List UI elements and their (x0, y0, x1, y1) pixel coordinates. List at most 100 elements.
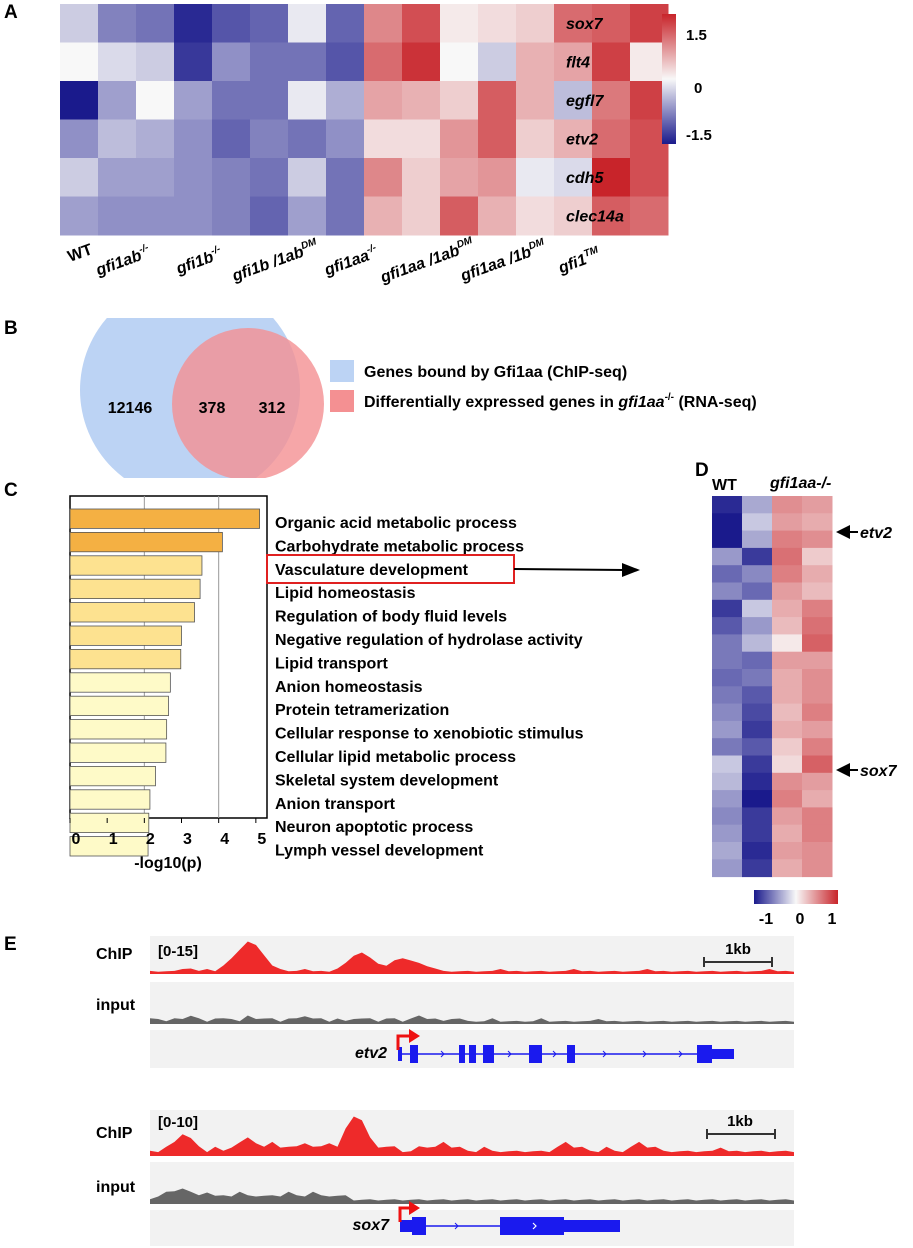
heatmap-a-cell (250, 81, 289, 120)
heatmap-a-cell (554, 42, 593, 82)
panel-a-label: A (4, 2, 18, 23)
heatmap-d-cell (772, 738, 803, 756)
heatmap-d-cell (772, 634, 803, 653)
heatmap-a-cell (212, 81, 251, 120)
bar (69, 789, 151, 810)
heatmap-a-cell (592, 119, 631, 159)
heatmap-d-cell (802, 599, 833, 618)
heatmap-d-cell (712, 686, 743, 705)
heatmap-a-cell (288, 81, 327, 120)
heatmap-d-cell (772, 859, 803, 878)
heatmap-d-cell (802, 859, 833, 878)
heatmap-a-cell (364, 119, 403, 159)
heatmap-a-cell (288, 158, 327, 197)
etv2-tss-arrow (396, 1029, 420, 1050)
heatmap-a-cell (250, 196, 289, 236)
heatmap-d-cell (712, 755, 743, 774)
col-wt-label: WT (712, 477, 737, 494)
sox7-arrow-label: sox7 (860, 763, 898, 780)
x-tick-label: 2 (146, 831, 155, 848)
heatmap-d-cell (772, 790, 803, 808)
heatmap-d-cell (802, 582, 833, 601)
heatmap-a-cell (440, 4, 479, 43)
etv2-arrow-label: etv2 (860, 525, 892, 542)
heatmap-a-cell (98, 4, 137, 43)
heatmap-a-cell (516, 81, 555, 120)
group-label: gfi1ab-/- (92, 242, 153, 280)
heatmap-d-cell (712, 651, 743, 670)
heatmap-a-cell (212, 158, 251, 197)
category-label: Anion transport (275, 796, 396, 813)
heatmap-d-cell (802, 738, 833, 756)
heatmap-d-cell (712, 772, 743, 791)
category-label: Cellular response to xenobiotic stimulus (275, 726, 584, 743)
sox7-scale-label: 1kb (727, 1113, 753, 1130)
heatmap-a-cell (592, 42, 631, 82)
sox7-tss-arrow (398, 1201, 420, 1222)
etv2-input-track-bg (150, 982, 794, 1024)
heatmap-a-cell (136, 4, 175, 43)
heatmap-a-cell (554, 119, 593, 159)
colorbar-a-tick-mid: 0 (694, 80, 702, 97)
heatmap-a-cell (98, 119, 137, 159)
x-tick-label: 3 (183, 831, 192, 848)
heatmap-a-cell (478, 196, 517, 236)
gene-label-cdh5: cdh5 (566, 170, 604, 187)
category-label: Carbohydrate metabolic process (275, 538, 524, 555)
panel-c-enrichment-chart: 0 1 2 3 4 5 Organic acid metabolic process Car… (69, 495, 640, 872)
heatmap-d-cell (712, 565, 743, 583)
heatmap-a-cell (288, 119, 327, 159)
heatmap-a-cell (212, 119, 251, 159)
bar (69, 625, 182, 646)
sox7-input-label: input (96, 1179, 136, 1196)
sox7-gene-model (400, 1217, 620, 1235)
heatmap-d-cell (802, 824, 833, 843)
x-tick-label: 1 (109, 831, 118, 848)
heatmap-d-cell (802, 496, 833, 514)
panel-a-heatmap-figure: sox7 flt4 egfl7 etv2 cdh5 clec14a gfi1ab-/- gf… (60, 4, 712, 287)
sox7-input-signal (150, 1188, 794, 1204)
highlight-arrow-line (513, 568, 625, 571)
heatmap-d-cell (772, 755, 803, 774)
heatmap-d-cell (742, 772, 773, 791)
heatmap-a-cell (98, 42, 137, 82)
sox7-gene-label: sox7 (353, 1217, 391, 1234)
heatmap-d-cell (742, 617, 773, 635)
heatmap-d-cell (742, 755, 773, 774)
group-label: gfi1b-/- (173, 244, 226, 279)
heatmap-a-cell (516, 42, 555, 82)
heatmap-d-cell (772, 772, 803, 791)
panel-a-heatmap-grid (60, 4, 669, 236)
heatmap-a-cell (364, 81, 403, 120)
heatmap-a-cell (174, 158, 213, 197)
heatmap-d-cell (802, 547, 833, 566)
gene-label-flt4: flt4 (566, 55, 590, 72)
heatmap-d-cell (742, 859, 773, 878)
col-mutant-label: gfi1aa-/- (769, 475, 831, 492)
heatmap-d-cell (742, 547, 773, 566)
heatmap-d-cell (712, 582, 743, 601)
etv2-gene-label: etv2 (355, 1045, 387, 1062)
etv2-arrow-head (836, 525, 850, 539)
heatmap-d-cell (802, 651, 833, 670)
category-label: Negative regulation of hydrolase activit… (275, 632, 583, 649)
heatmap-a-cell (592, 4, 631, 43)
heatmap-d-cell (772, 513, 803, 532)
gene-label-sox7: sox7 (566, 16, 604, 33)
gene-label-egfl7: egfl7 (566, 93, 604, 110)
heatmap-d-cell (742, 790, 773, 808)
heatmap-d-cell (712, 842, 743, 860)
heatmap-d-cell (712, 547, 743, 566)
heatmap-a-cell (630, 196, 669, 236)
sox7-chip-label: ChIP (96, 1125, 133, 1142)
heatmap-a-cell (478, 119, 517, 159)
heatmap-a-cell (326, 4, 365, 43)
x-tick-label: 5 (257, 831, 266, 848)
legend-chip-label: Genes bound by Gfi1aa (ChIP-seq) (364, 364, 627, 381)
panel-d-heatmap-figure: WT gfi1aa-/- etv2 sox7 -1 0 1 (712, 475, 898, 928)
heatmap-a-cell (402, 81, 441, 120)
heatmap-a-cell (250, 4, 289, 43)
heatmap-d-cell (802, 790, 833, 808)
heatmap-d-cell (802, 617, 833, 635)
category-label: Protein tetramerization (275, 702, 449, 719)
